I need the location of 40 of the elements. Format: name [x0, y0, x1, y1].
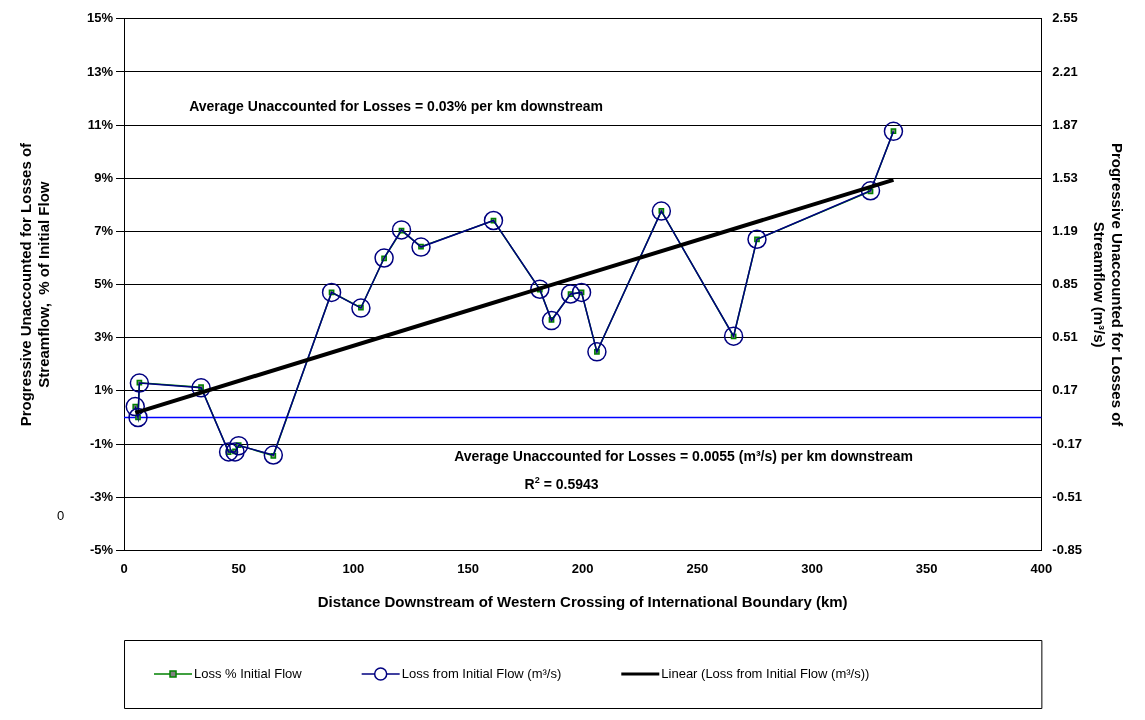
y2-tick-label: -0.17	[1052, 435, 1083, 451]
x-tick-label: 150	[457, 560, 479, 576]
x-tick-label: 50	[231, 560, 246, 576]
y2-tick-label: -0.85	[1052, 541, 1083, 557]
y2-tick-label: -0.51	[1052, 488, 1083, 504]
y-tick-label: 5%	[94, 276, 114, 292]
y2-tick-label: 2.21	[1052, 63, 1078, 79]
x-tick-label: 100	[342, 560, 365, 576]
y-tick-label: -3%	[89, 488, 114, 504]
legend-label: Loss from Initial Flow (m³/s)	[401, 665, 562, 681]
y-tick-label: 1%	[94, 382, 114, 398]
y2-tick-label: 2.55	[1052, 10, 1078, 26]
x-tick-label: 200	[571, 560, 594, 576]
y2-tick-label: 1.53	[1052, 169, 1078, 185]
y2-tick-label: 1.87	[1052, 116, 1078, 132]
text: 0	[57, 508, 65, 524]
annotation: Average Unaccounted for Losses = 0.0055 (m³/s) per km downstream	[454, 448, 914, 465]
x-axis-title: Distance Downstream of Western Crossing of International Boundary (km)	[317, 593, 848, 611]
y-tick-label: 11%	[87, 116, 114, 132]
y-tick-label: 7%	[94, 223, 114, 239]
y-axis-title: Progressive Unaccounted for Losses of Streamflow, % of Initial Flow	[17, 141, 53, 427]
y2-axis-title: Progressive Unaccounted for Losses of Streamflow (m³/s)	[1090, 142, 1126, 428]
y-tick-label: -1%	[89, 435, 114, 451]
x-tick-label: 350	[915, 560, 938, 576]
y2-tick-label: 1.19	[1052, 223, 1078, 239]
x-tick-label: 250	[686, 560, 709, 576]
y-tick-label: 3%	[94, 329, 114, 345]
legend-label: Loss % Initial Flow	[194, 665, 303, 681]
y-tick-label: 13%	[86, 63, 114, 79]
annotation: Average Unaccounted for Losses = 0.03% per km downstream	[189, 98, 603, 115]
y2-tick-label: 0.17	[1052, 382, 1078, 398]
y-tick-label: 15%	[86, 10, 114, 26]
x-tick-label: 400	[1030, 560, 1053, 576]
y-tick-label: -5%	[89, 541, 114, 557]
x-tick-label: 300	[801, 560, 823, 576]
legend-label: Linear (Loss from Initial Flow (m³/s))	[661, 665, 870, 681]
y2-tick-label: 0.85	[1052, 276, 1078, 292]
x-tick-label: 0	[120, 560, 128, 576]
y-tick-label: 9%	[94, 169, 114, 185]
y2-tick-label: 0.51	[1052, 329, 1078, 345]
